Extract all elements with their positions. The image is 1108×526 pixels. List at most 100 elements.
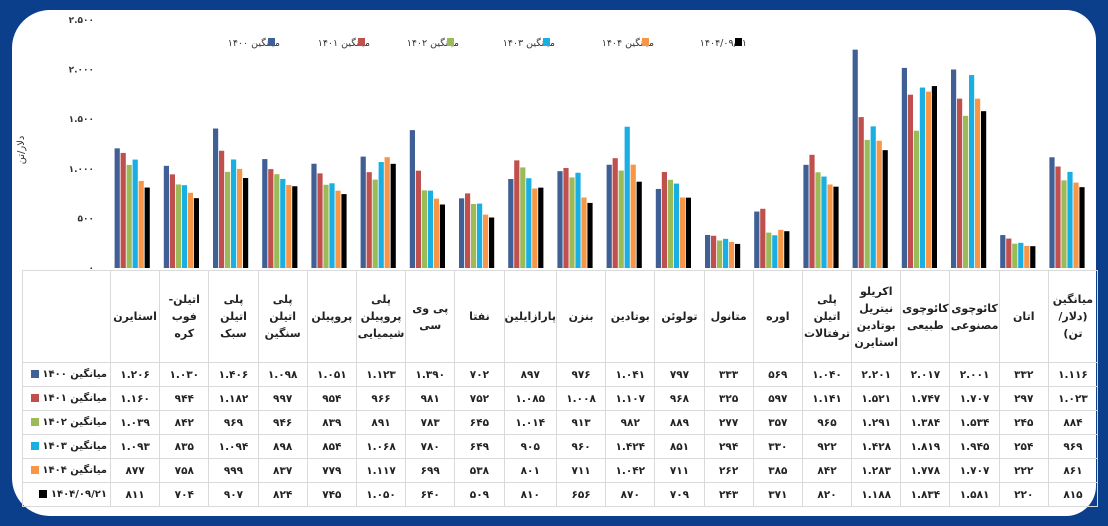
- bar: [538, 187, 544, 268]
- legend-label: میانگین ۱۴۰۳: [503, 37, 555, 49]
- column-header: کائوچوی طبیعی: [900, 270, 951, 363]
- table-cell: ۶۴۵: [454, 410, 505, 435]
- legend-label: میانگین ۱۴۰۴: [602, 37, 654, 49]
- table-cell: ۱.۵۸۱: [949, 482, 1000, 507]
- table-cell: ۱.۰۴۰: [801, 362, 853, 387]
- y-tick-label: ۱.۵۰۰: [69, 115, 94, 125]
- table-cell: ۱.۸۱۹: [900, 434, 951, 459]
- table-cell: ۲۹۴: [703, 434, 754, 459]
- bar: [114, 148, 120, 268]
- column-header: پی وی سی: [405, 270, 456, 363]
- bar: [526, 178, 532, 268]
- bar: [754, 211, 760, 268]
- bar: [957, 98, 963, 268]
- table-cell: ۱.۰۳۰: [159, 362, 210, 387]
- table-row: میانگین ۱۴۰۱ ۱.۱۶۰ ۹۴۴ ۱.۱۸۲ ۹۹۷ ۹۵۴ ۹۶۶ ۹۸۱ ۷۵۲…: [22, 386, 1099, 411]
- bar: [1012, 243, 1018, 268]
- y-axis-label: دلار/تن: [16, 136, 27, 165]
- legend-label: میانگین ۱۴۰۱: [318, 37, 370, 49]
- bar: [1073, 182, 1079, 268]
- y-tick-label: ۰: [89, 264, 95, 270]
- table-cell: ۹۸۲: [605, 410, 656, 435]
- bar: [508, 179, 514, 268]
- column-header: میانگین (دلار/تن): [1047, 270, 1099, 363]
- table-cell: ۸۹۸: [257, 434, 308, 459]
- legend-swatch: [735, 38, 742, 46]
- row-label: میانگین ۱۴۰۲: [22, 410, 111, 435]
- legend-swatch: [642, 38, 649, 46]
- bar: [907, 94, 913, 268]
- table-cell: ۹۰۷: [208, 482, 259, 507]
- column-header: استایرن: [109, 270, 161, 363]
- bar: [778, 229, 784, 268]
- column-header: پلی پروپیلن شیمیایی: [355, 270, 407, 363]
- y-tick-label: ۵۰۰: [78, 214, 94, 224]
- bar: [1055, 166, 1061, 268]
- table-cell: ۲۷۷: [703, 410, 754, 435]
- column-header: بنزن: [555, 270, 607, 363]
- bar: [587, 202, 593, 268]
- table-cell: ۹۶۰: [555, 434, 607, 459]
- series-name: میانگین ۱۴۰۳: [42, 441, 107, 452]
- table-cell: ۸۳۵: [159, 434, 210, 459]
- table-cell: ۹۰۵: [503, 434, 557, 459]
- table-cell: ۸۱۱: [109, 482, 161, 507]
- table-cell: ۶۹۹: [405, 458, 456, 483]
- y-tick-label: ۲.۵۰۰: [69, 16, 94, 26]
- bar: [335, 190, 341, 268]
- bar: [655, 188, 661, 268]
- table-cell: ۶۴۰: [405, 482, 456, 507]
- bar: [606, 164, 612, 268]
- bar: [274, 174, 280, 268]
- table-cell: ۱.۴۲۸: [851, 434, 902, 459]
- table-row: میانگین ۱۴۰۲ ۱.۰۳۹ ۸۴۲ ۹۶۹ ۹۴۶ ۸۳۹ ۸۹۱ ۷۸۳ ۶۴۵ ۱.…: [22, 410, 1099, 435]
- bar: [132, 159, 138, 268]
- table-cell: ۱.۰۳۹: [109, 410, 161, 435]
- bar: [563, 168, 569, 268]
- table-cell: ۱.۲۰۶: [109, 362, 161, 387]
- bar: [569, 177, 575, 268]
- bar: [193, 198, 199, 268]
- bar: [268, 169, 274, 268]
- table-row: میانگین ۱۴۰۰ ۱.۲۰۶ ۱.۰۳۰ ۱.۴۰۶ ۱.۰۹۸ ۱.۰۵۱ ۱.۱…: [22, 362, 1099, 387]
- table-cell: ۷۰۴: [159, 482, 210, 507]
- row-label: میانگین ۱۴۰۱: [22, 386, 111, 411]
- bar: [483, 214, 489, 268]
- legend-swatch: [447, 38, 454, 46]
- column-header: اوره: [752, 270, 803, 363]
- table-cell: ۹۴۶: [257, 410, 308, 435]
- bar: [951, 69, 957, 269]
- table-cell: ۱.۰۸۵: [503, 386, 557, 411]
- table-cell: ۸۷۰: [605, 482, 656, 507]
- column-header: پلی اتیلن سبک: [208, 270, 259, 363]
- table-cell: ۳۷۱: [752, 482, 803, 507]
- table-cell: ۸۷۷: [109, 458, 161, 483]
- table-cell: ۱.۰۹۸: [257, 362, 308, 387]
- bar: [213, 128, 219, 268]
- bar: [772, 235, 778, 268]
- table-cell: ۱.۳۸۴: [900, 410, 951, 435]
- bar: [169, 174, 175, 268]
- bar: [262, 159, 268, 268]
- bar: [532, 188, 538, 268]
- row-label: میانگین ۱۴۰۳: [22, 434, 111, 459]
- bar: [427, 190, 433, 268]
- table-cell: ۹۷۶: [555, 362, 607, 387]
- table-cell: ۸۳۷: [257, 458, 308, 483]
- bar: [1079, 187, 1085, 268]
- column-header: اتان: [998, 270, 1049, 363]
- table-cell: ۸۹۷: [503, 362, 557, 387]
- bar: [557, 171, 563, 268]
- table-cell: ۷۱۱: [654, 458, 705, 483]
- bar: [679, 197, 685, 268]
- bar: [163, 165, 169, 268]
- table-cell: ۱.۱۴۱: [801, 386, 853, 411]
- table-cell: ۱.۳۹۰: [405, 362, 456, 387]
- bar: [120, 152, 126, 268]
- bar: [477, 203, 483, 268]
- series-swatch: [30, 418, 39, 426]
- table-cell: ۱.۰۲۳: [1047, 386, 1099, 411]
- table-cell: ۸۱۵: [1047, 482, 1099, 507]
- table-cell: ۱.۸۳۴: [900, 482, 951, 507]
- bar: [901, 67, 907, 268]
